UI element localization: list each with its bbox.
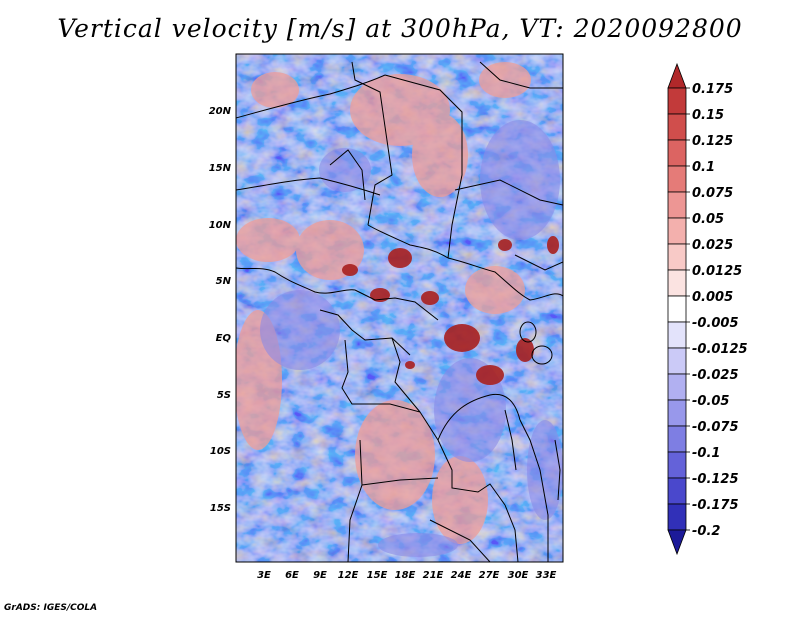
lakes bbox=[504, 321, 561, 501]
lon-label-21e: 21E bbox=[423, 570, 444, 581]
colorbar: 0.175 0.15 0.125 0.1 0.075 0.05 0.025 0.0125 0.0… bbox=[667, 62, 748, 556]
colorbar-label: 0.175 bbox=[692, 82, 733, 97]
colorbar-label: 0.1 bbox=[692, 160, 715, 175]
lat-label-5s: 5S bbox=[217, 390, 231, 401]
colorbar-label: 0.025 bbox=[692, 238, 733, 253]
colorbar-swatch bbox=[667, 165, 687, 193]
colorbar-label: -0.0125 bbox=[692, 342, 748, 357]
lat-label-15n: 15N bbox=[209, 163, 232, 174]
colorbar-label: -0.05 bbox=[692, 394, 729, 409]
lon-label-27e: 27E bbox=[479, 570, 500, 581]
colorbar-label: -0.025 bbox=[692, 368, 739, 383]
lat-label-10n: 10N bbox=[209, 220, 232, 231]
lon-label-3e: 3E bbox=[257, 570, 271, 581]
field-red-zones bbox=[236, 62, 531, 544]
colorbar-swatch bbox=[667, 425, 687, 453]
colorbar-swatch bbox=[667, 373, 687, 401]
colorbar-swatch bbox=[667, 347, 687, 375]
colorbar-swatch bbox=[667, 451, 687, 479]
colorbar-label: -0.175 bbox=[692, 498, 739, 513]
colorbar-swatch bbox=[667, 113, 687, 141]
colorbar-label: 0.15 bbox=[692, 108, 724, 123]
colorbar-swatch bbox=[667, 269, 687, 297]
lon-label-24e: 24E bbox=[451, 570, 472, 581]
longitude-axis: 3E 6E 9E 12E 15E 18E 21E 24E 27E 30E 33E bbox=[257, 570, 556, 581]
colorbar-bottom-arrow bbox=[667, 529, 687, 556]
lon-label-6e: 6E bbox=[285, 570, 299, 581]
footer-credit: GrADS: IGES/COLA bbox=[4, 603, 98, 613]
colorbar-swatch bbox=[667, 139, 687, 167]
latitude-axis: 20N 15N 10N 5N EQ 5S 10S 15S bbox=[209, 106, 232, 514]
colorbar-label: 0.0125 bbox=[692, 264, 742, 279]
colorbar-swatch bbox=[667, 217, 687, 245]
lat-label-5n: 5N bbox=[216, 276, 232, 287]
map-area bbox=[236, 54, 563, 562]
chart-title: Vertical velocity [m/s] at 300hPa, VT: 2… bbox=[57, 14, 743, 43]
colorbar-label: 0.075 bbox=[692, 186, 733, 201]
colorbar-swatch bbox=[667, 243, 687, 271]
colorbar-swatch bbox=[667, 477, 687, 505]
colorbar-swatch bbox=[667, 87, 687, 115]
colorbar-label: -0.075 bbox=[692, 420, 739, 435]
country-borders bbox=[236, 61, 563, 562]
colorbar-label: -0.2 bbox=[692, 524, 720, 539]
colorbar-swatch bbox=[667, 321, 687, 349]
colorbar-swatch bbox=[667, 191, 687, 219]
colorbar-label: -0.1 bbox=[692, 446, 720, 461]
colorbar-swatch bbox=[667, 399, 687, 427]
colorbar-swatch bbox=[667, 295, 687, 323]
colorbar-swatch bbox=[667, 503, 687, 531]
field-convective-cells bbox=[342, 236, 559, 385]
lon-label-33e: 33E bbox=[536, 570, 557, 581]
lat-label-10s: 10S bbox=[210, 446, 231, 457]
lon-label-18e: 18E bbox=[395, 570, 416, 581]
colorbar-label: 0.125 bbox=[692, 134, 733, 149]
lat-label-eq: EQ bbox=[216, 333, 232, 344]
colorbar-label: -0.125 bbox=[692, 472, 739, 487]
lon-label-30e: 30E bbox=[508, 570, 529, 581]
lon-label-12e: 12E bbox=[338, 570, 359, 581]
map-frame bbox=[235, 53, 564, 563]
lon-label-15e: 15E bbox=[367, 570, 388, 581]
lat-label-15s: 15S bbox=[210, 503, 231, 514]
colorbar-label: 0.005 bbox=[692, 290, 733, 305]
lon-label-9e: 9E bbox=[313, 570, 327, 581]
colorbar-label: 0.05 bbox=[692, 212, 724, 227]
lat-label-20n: 20N bbox=[209, 106, 232, 117]
colorbar-label: -0.005 bbox=[692, 316, 739, 331]
colorbar-top-arrow bbox=[667, 62, 687, 89]
